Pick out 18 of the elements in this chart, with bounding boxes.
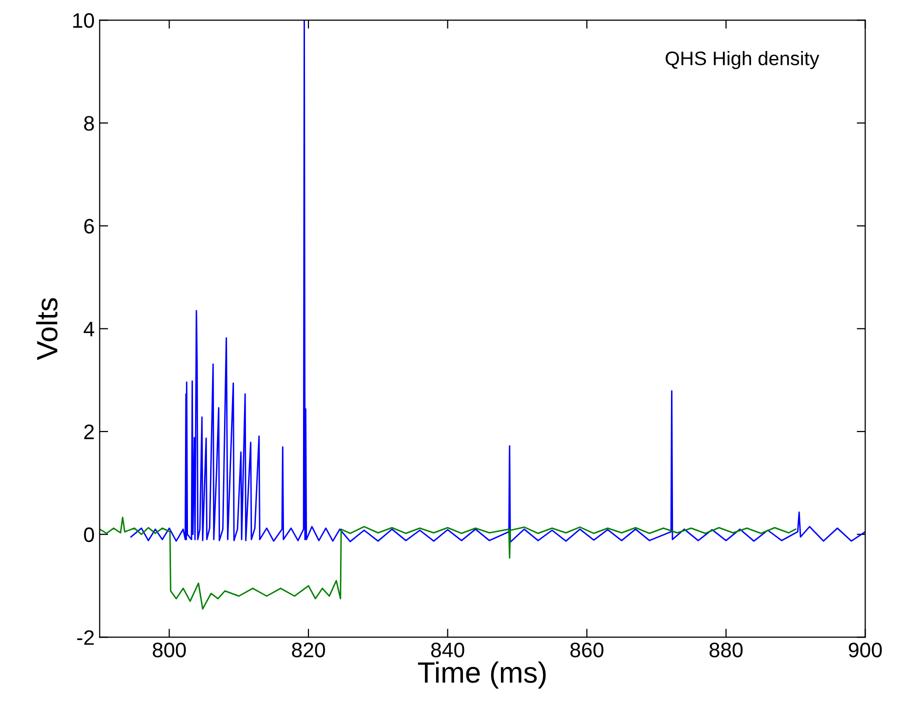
line-series: [100, 516, 796, 610]
y-tick-label: 2: [84, 424, 94, 440]
x-tick-label: 800: [152, 642, 186, 658]
x-tick-label: 900: [848, 642, 882, 658]
y-tick-label: 4: [84, 322, 94, 336]
y-tick-label: 0: [84, 527, 94, 542]
x-axis-title: Time (ms): [418, 661, 546, 689]
x-tick-label: 860: [570, 642, 604, 658]
y-axis-title: Volts: [36, 298, 58, 360]
y-tick-label: -2: [77, 630, 94, 645]
x-tick-label: 880: [710, 642, 743, 658]
annotation: QHS High density: [666, 51, 820, 70]
line-series: [130, 20, 866, 543]
y-tick-label: 10: [73, 13, 94, 28]
y-tick-label: 6: [84, 218, 94, 234]
x-tick-label: 820: [292, 642, 326, 658]
y-tick-label: 8: [84, 116, 94, 131]
x-tick-label: 840: [431, 642, 464, 658]
